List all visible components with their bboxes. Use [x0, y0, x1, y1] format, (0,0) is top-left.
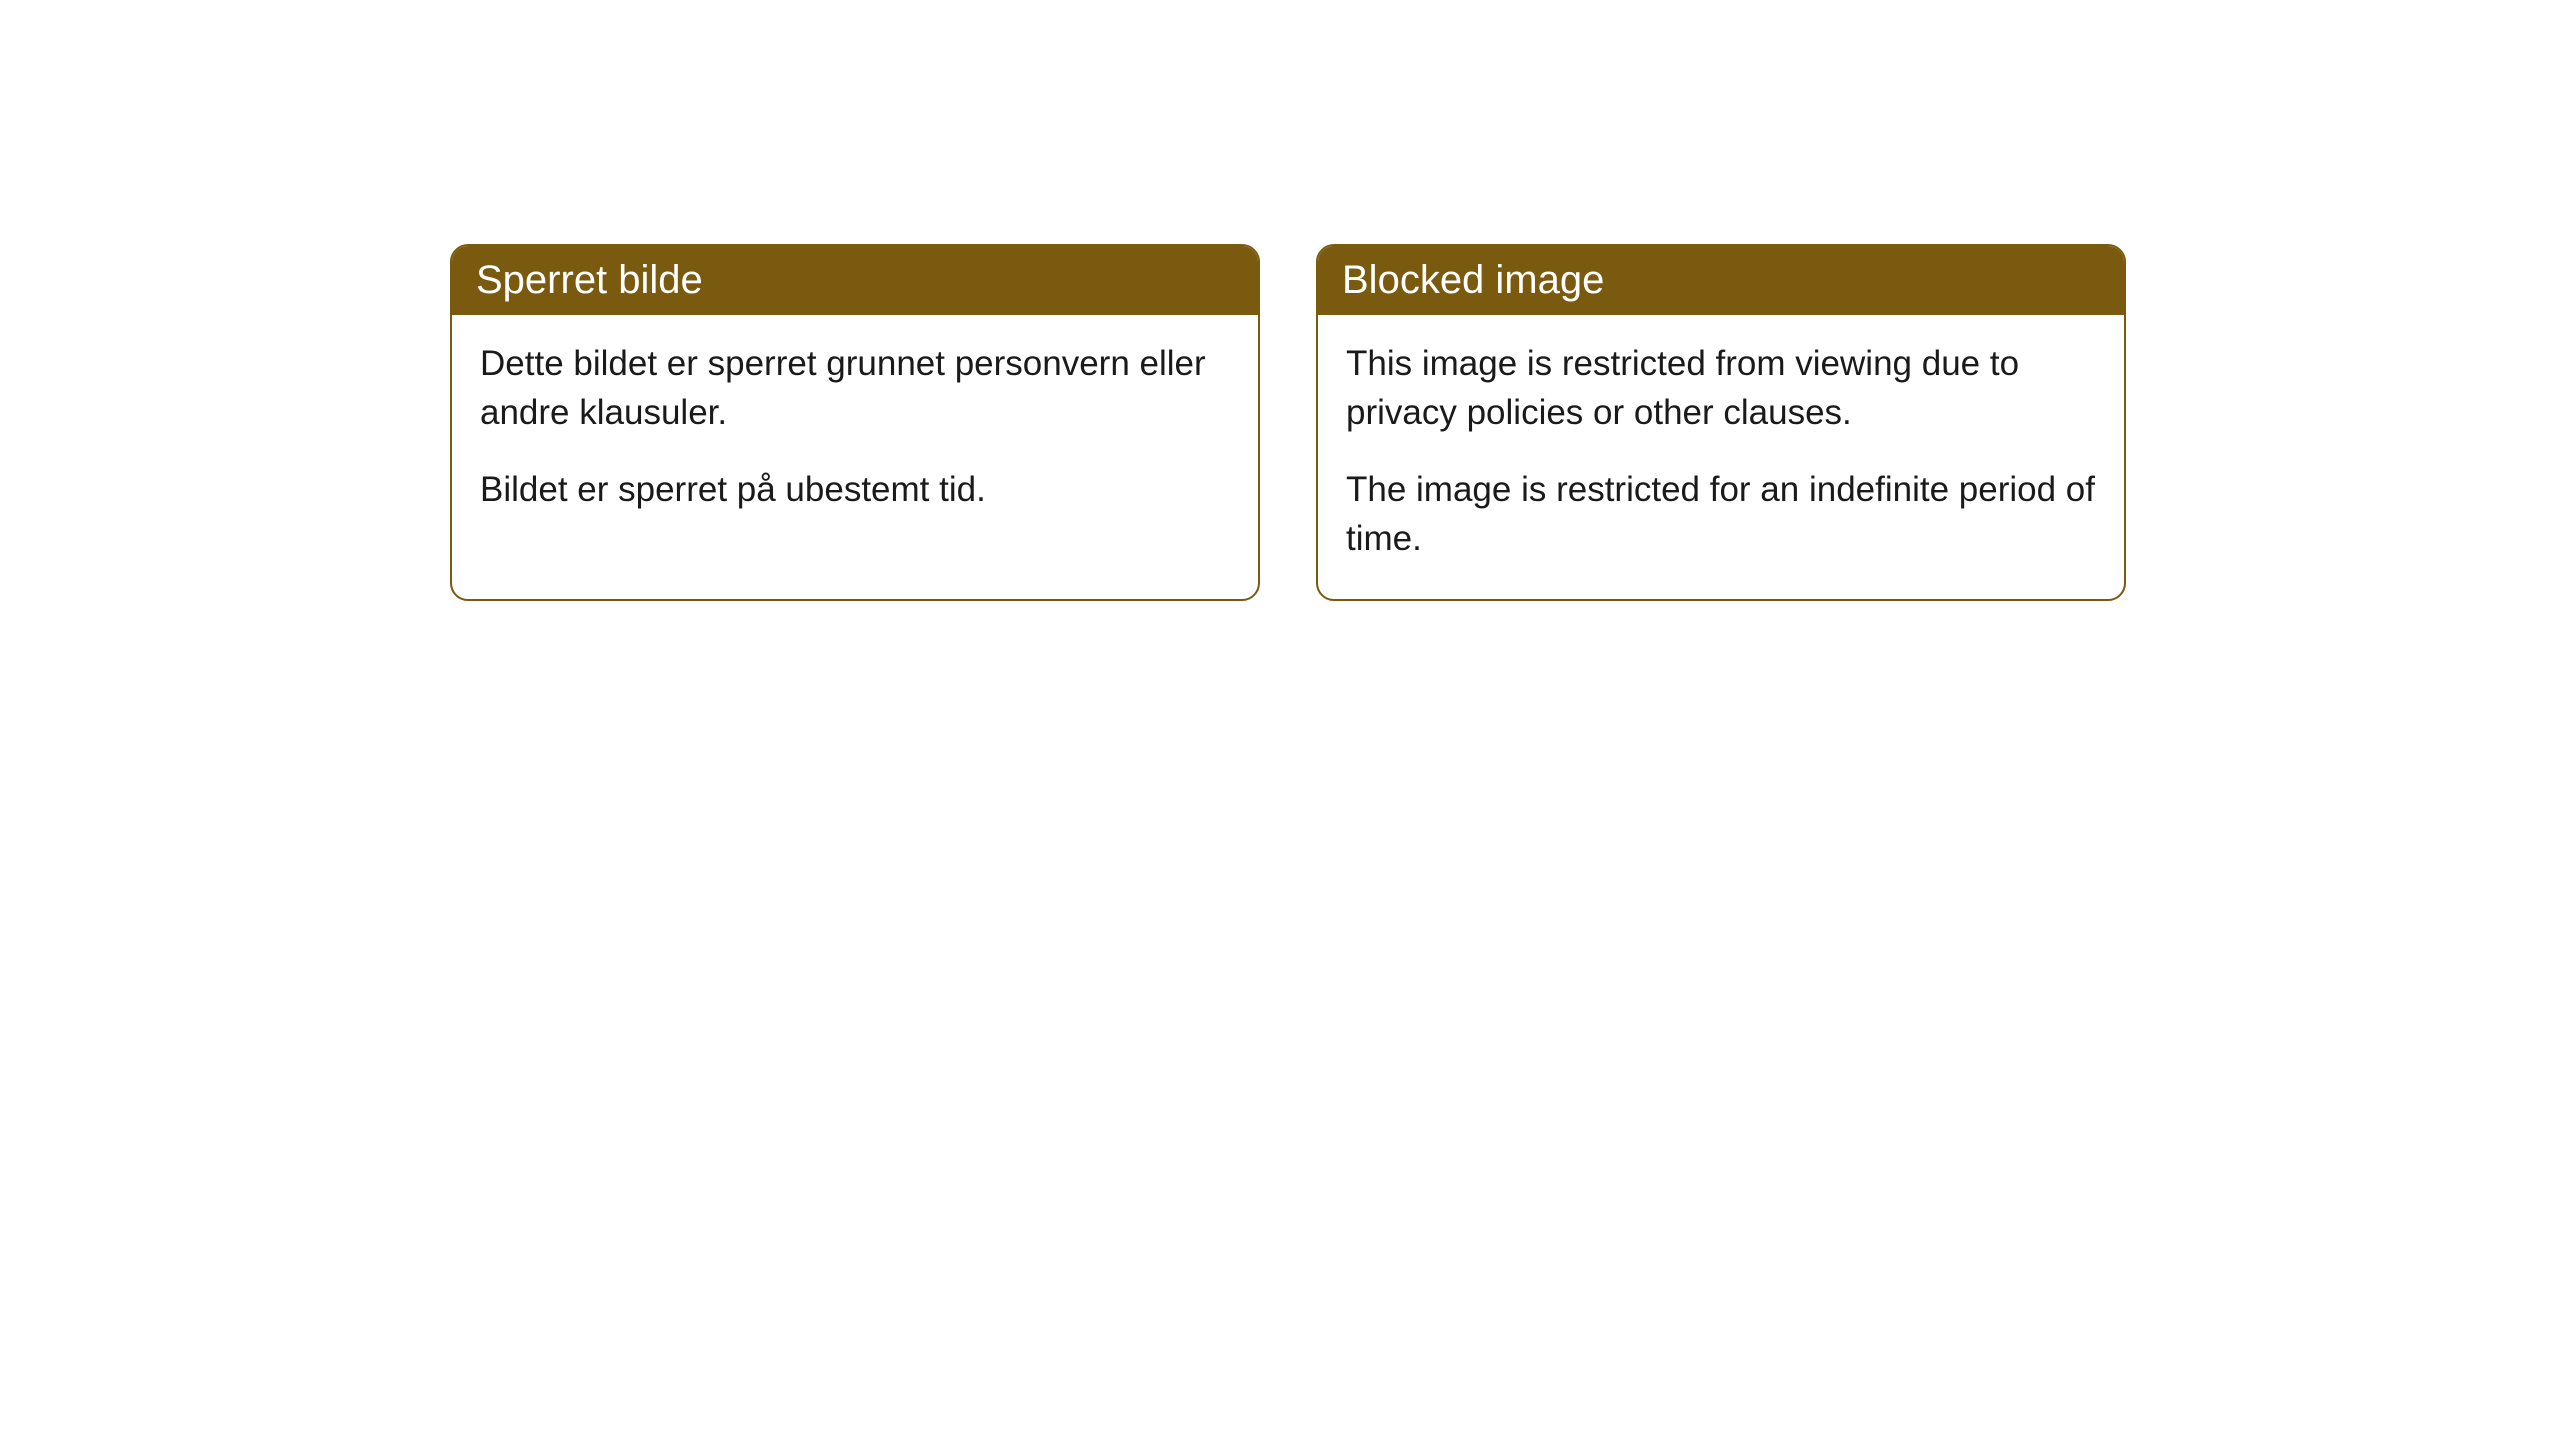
card-body: This image is restricted from viewing du…: [1318, 315, 2124, 599]
blocked-image-card-norwegian: Sperret bilde Dette bildet er sperret gr…: [450, 244, 1260, 601]
card-paragraph-2: The image is restricted for an indefinit…: [1346, 465, 2096, 563]
card-paragraph-1: Dette bildet er sperret grunnet personve…: [480, 339, 1230, 437]
card-header: Blocked image: [1318, 246, 2124, 315]
card-body: Dette bildet er sperret grunnet personve…: [452, 315, 1258, 550]
card-title: Blocked image: [1342, 258, 1604, 302]
blocked-image-card-english: Blocked image This image is restricted f…: [1316, 244, 2126, 601]
cards-container: Sperret bilde Dette bildet er sperret gr…: [0, 0, 2560, 601]
card-title: Sperret bilde: [476, 258, 703, 302]
card-header: Sperret bilde: [452, 246, 1258, 315]
card-paragraph-2: Bildet er sperret på ubestemt tid.: [480, 465, 1230, 514]
card-paragraph-1: This image is restricted from viewing du…: [1346, 339, 2096, 437]
